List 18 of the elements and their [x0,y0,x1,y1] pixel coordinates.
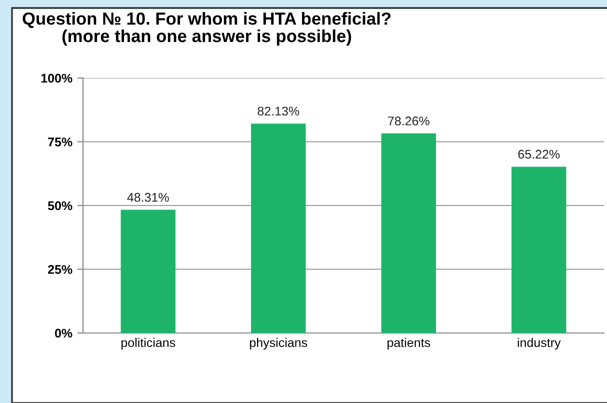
bar [512,166,566,333]
y-tick-label: 50% [48,201,72,210]
y-tick-label: 0% [55,328,72,338]
y-tick-label: 25% [48,265,72,274]
data-label: 48.31% [127,192,169,202]
bar [251,124,306,333]
data-label: 78.26% [388,116,430,126]
chart-title: Question № 10. For whom is HTA beneficial? (more than one answer is possible) [22,12,391,46]
x-tick-label: physicians [250,338,308,350]
x-tick-label: politicians [121,338,176,350]
y-tick-label: 100% [41,74,72,83]
bar [120,210,176,333]
x-tick-label: patients [388,338,430,350]
data-label: 65.22% [518,150,560,159]
data-label: 82.13% [258,106,300,116]
x-tick-label: industry [518,338,561,350]
y-tick-label: 75% [48,138,72,146]
bar [381,133,436,333]
